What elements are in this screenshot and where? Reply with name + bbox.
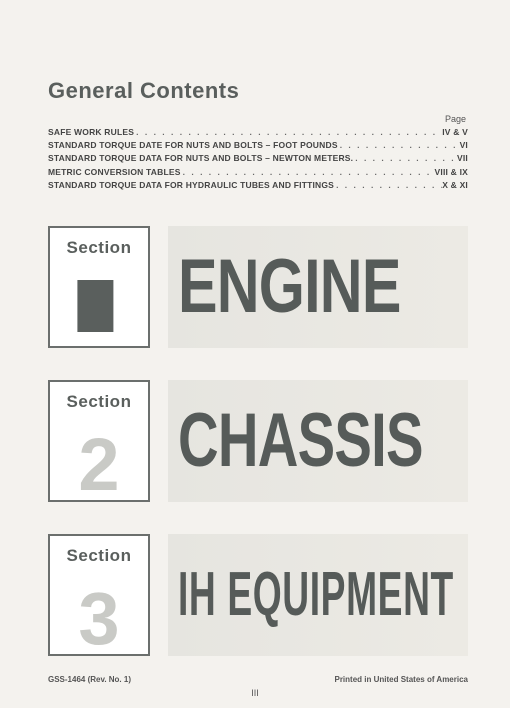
section-title: IH EQUIPMENT [178, 559, 454, 630]
section-number-box: Section [48, 226, 150, 348]
section-word: Section [67, 546, 132, 566]
section-number: 3 [78, 582, 119, 656]
section-word: Section [67, 238, 132, 258]
toc-page: VIII & IX [435, 166, 468, 179]
toc-label: STANDARD TORQUE DATE FOR NUTS AND BOLTS … [48, 139, 338, 152]
toc-leader-dots: . . . . . . . . . . . . . . . . . . . . … [134, 126, 442, 139]
toc-label: SAFE WORK RULES [48, 126, 134, 139]
table-of-contents: SAFE WORK RULES . . . . . . . . . . . . … [48, 126, 468, 192]
page-column-label: Page [48, 114, 468, 124]
section-title: CHASSIS [178, 397, 423, 484]
toc-row: SAFE WORK RULES . . . . . . . . . . . . … [48, 126, 468, 139]
toc-row: STANDARD TORQUE DATA FOR NUTS AND BOLTS … [48, 152, 468, 165]
section-number-box: Section 2 [48, 380, 150, 502]
section-number: 2 [78, 428, 119, 502]
toc-label: METRIC CONVERSION TABLES [48, 166, 181, 179]
page-heading: General Contents [48, 78, 468, 104]
section-row-engine: Section ENGINE [48, 226, 468, 348]
toc-page: VII [457, 152, 468, 165]
toc-leader-dots: . . . . . . . . . . . . . . . . . . . . … [334, 179, 442, 192]
section-row-chassis: Section 2 CHASSIS [48, 380, 468, 502]
section-title-bg: IH EQUIPMENT [168, 534, 468, 656]
footer-doc-id: GSS-1464 (Rev. No. 1) [48, 675, 131, 684]
toc-leader-dots: . . . . . . . . . . . . . . . . . . . . … [181, 166, 435, 179]
footer-print-note: Printed in United States of America [334, 675, 468, 684]
section-title-bg: ENGINE [168, 226, 468, 348]
page-footer: GSS-1464 (Rev. No. 1) Printed in United … [48, 675, 468, 684]
section-word: Section [67, 392, 132, 412]
page-number: III [251, 688, 259, 698]
toc-leader-dots: . . . . . . . . . . . . . . . . . . . . … [353, 152, 457, 165]
toc-row: STANDARD TORQUE DATE FOR NUTS AND BOLTS … [48, 139, 468, 152]
toc-page: IV & V [442, 126, 468, 139]
section-number-box: Section 3 [48, 534, 150, 656]
section-title: ENGINE [178, 243, 401, 330]
toc-row: STANDARD TORQUE DATA FOR HYDRAULIC TUBES… [48, 179, 468, 192]
toc-page: VI [460, 139, 468, 152]
section-title-bg: CHASSIS [168, 380, 468, 502]
toc-leader-dots: . . . . . . . . . . . . . . . . . . . . … [338, 139, 460, 152]
toc-row: METRIC CONVERSION TABLES . . . . . . . .… [48, 166, 468, 179]
toc-page: X & XI [442, 179, 468, 192]
toc-label: STANDARD TORQUE DATA FOR HYDRAULIC TUBES… [48, 179, 334, 192]
section-row-ih-equipment: Section 3 IH EQUIPMENT [48, 534, 468, 656]
section-number-1-icon [77, 280, 113, 332]
toc-label: STANDARD TORQUE DATA FOR NUTS AND BOLTS … [48, 152, 353, 165]
